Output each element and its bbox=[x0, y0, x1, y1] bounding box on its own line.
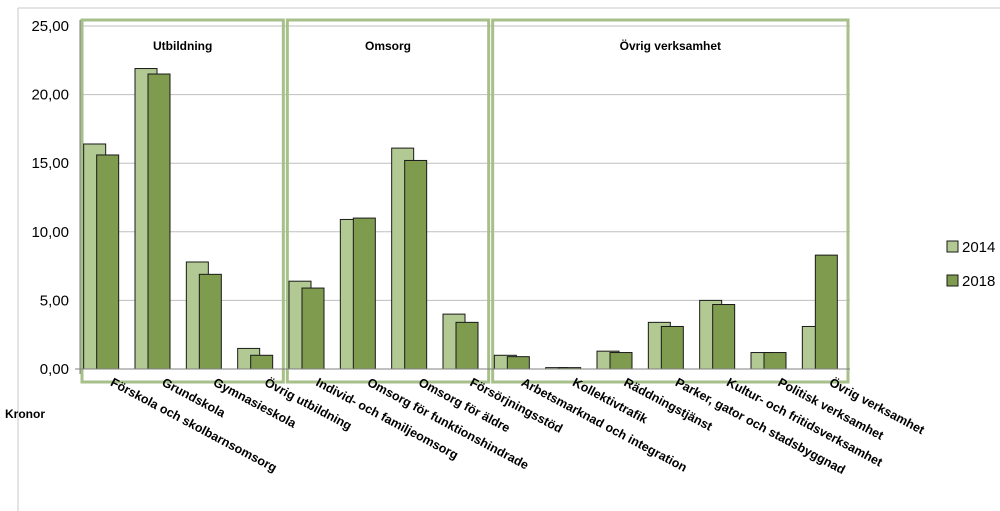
group-frame bbox=[285, 18, 491, 384]
group-label: Övrig verksamhet bbox=[620, 38, 721, 53]
bar-2018 bbox=[455, 321, 479, 370]
legend-swatch-2014 bbox=[946, 240, 959, 253]
bar-2018 bbox=[352, 217, 376, 370]
x-category-labels: Förskola och skolbarnsomsorgGrundskolaGy… bbox=[108, 374, 928, 477]
bar-2018 bbox=[506, 356, 530, 370]
group-label: Omsorg bbox=[365, 39, 411, 53]
bar-2018 bbox=[198, 273, 222, 370]
x-category-label: Räddningstjänst bbox=[622, 375, 716, 434]
unit-label: Kronor bbox=[5, 407, 45, 421]
bar-2018 bbox=[712, 304, 736, 370]
y-tick-label: 20,00 bbox=[31, 87, 69, 104]
y-tick-label: 5,00 bbox=[40, 292, 69, 309]
axes bbox=[75, 20, 850, 374]
bar-2018 bbox=[814, 254, 838, 370]
bar-2018 bbox=[250, 354, 274, 370]
bar-2018 bbox=[660, 325, 684, 370]
y-tick-label: 10,00 bbox=[31, 224, 69, 241]
bar-2018 bbox=[404, 159, 428, 370]
group-label: Utbildning bbox=[153, 39, 212, 53]
legend-label: 2014 bbox=[962, 239, 995, 256]
y-tick-label: 15,00 bbox=[31, 155, 69, 172]
bar-2018 bbox=[96, 154, 120, 370]
bar-2018 bbox=[301, 287, 325, 370]
legend: 2014 2018 bbox=[946, 239, 995, 290]
group-frames: Utbildning Omsorg Övrig verksamhet bbox=[80, 18, 850, 384]
legend-label: 2018 bbox=[962, 273, 995, 290]
y-tick-label: 25,00 bbox=[31, 18, 69, 35]
bar-2018 bbox=[763, 352, 787, 370]
y-tick-label: 0,00 bbox=[40, 361, 69, 378]
group-frame bbox=[80, 18, 285, 384]
bar-2018 bbox=[609, 352, 633, 370]
x-category-label: Försörjningsstöd bbox=[468, 375, 565, 436]
bars bbox=[83, 68, 838, 370]
legend-swatch-2018 bbox=[946, 274, 959, 287]
y-tick-labels: 0,00 5,00 10,00 15,00 20,00 25,00 bbox=[31, 18, 69, 378]
gridlines bbox=[80, 25, 850, 301]
group-frame bbox=[491, 18, 850, 384]
bar-2018 bbox=[147, 73, 171, 370]
